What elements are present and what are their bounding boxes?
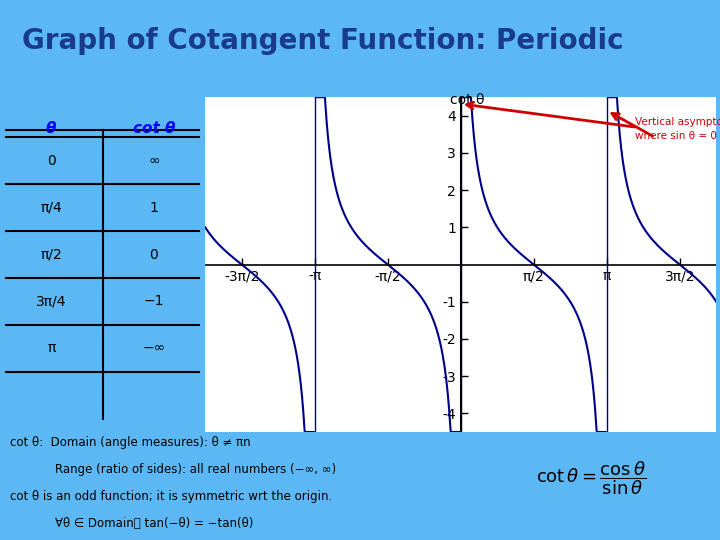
Text: π/4: π/4 xyxy=(40,201,62,215)
Text: cot θ: cot θ xyxy=(132,120,175,136)
Text: 0: 0 xyxy=(150,247,158,261)
Text: θ: θ xyxy=(46,120,57,136)
Text: Range (ratio of sides): all real numbers (−∞, ∞): Range (ratio of sides): all real numbers… xyxy=(10,463,336,476)
Text: ∞: ∞ xyxy=(148,154,160,168)
Text: cot θ:  Domain (angle measures): θ ≠ πn: cot θ: Domain (angle measures): θ ≠ πn xyxy=(10,436,251,449)
Text: cot θ: cot θ xyxy=(449,93,484,107)
Text: 3π/4: 3π/4 xyxy=(36,294,66,308)
Text: Vertical asymptotes
where sin θ = 0: Vertical asymptotes where sin θ = 0 xyxy=(634,117,720,141)
Text: ∀θ ∈ Domain， tan(−θ) = −tan(θ): ∀θ ∈ Domain， tan(−θ) = −tan(θ) xyxy=(10,517,253,530)
Text: cot θ is an odd function; it is symmetric wrt the origin.: cot θ is an odd function; it is symmetri… xyxy=(10,490,333,503)
Text: π: π xyxy=(47,341,55,355)
Text: −1: −1 xyxy=(144,294,164,308)
Text: 0: 0 xyxy=(47,154,55,168)
Text: $\cot\theta = \dfrac{\cos\theta}{\sin\theta}$: $\cot\theta = \dfrac{\cos\theta}{\sin\th… xyxy=(536,460,647,497)
Text: π/2: π/2 xyxy=(40,247,62,261)
Text: −∞: −∞ xyxy=(143,341,166,355)
Text: 1: 1 xyxy=(150,201,158,215)
Text: Graph of Cotangent Function: Periodic: Graph of Cotangent Function: Periodic xyxy=(22,27,624,55)
